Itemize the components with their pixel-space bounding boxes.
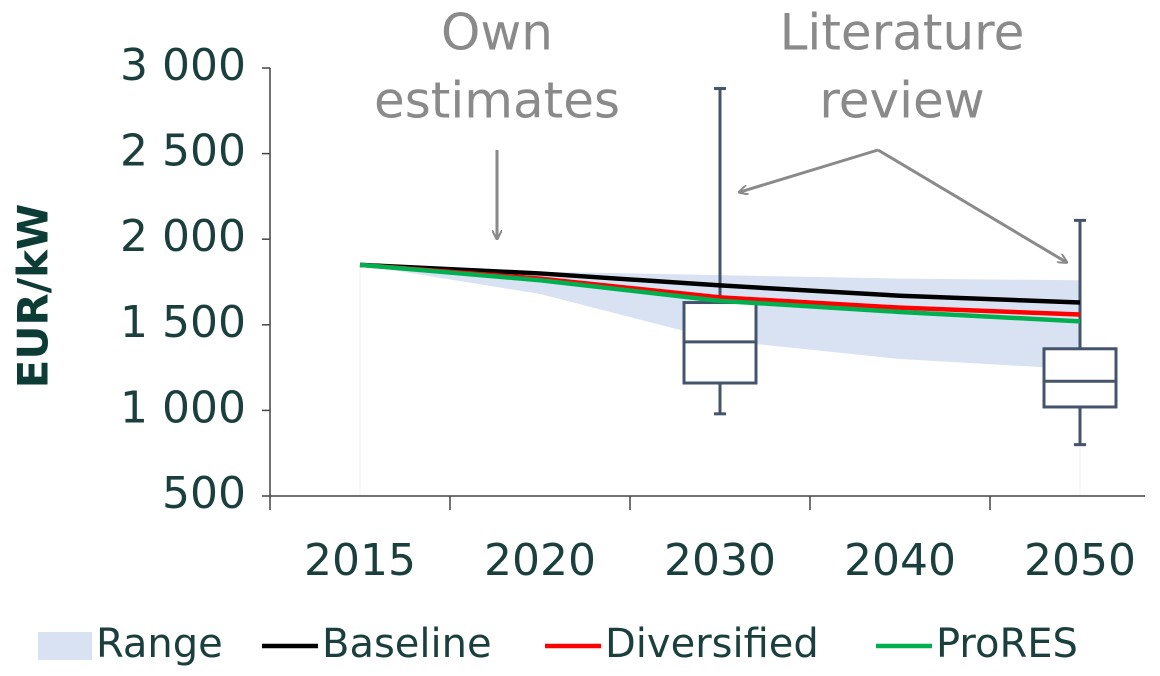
- annotation: estimates: [374, 72, 620, 130]
- x-tick-label: 2030: [664, 535, 776, 586]
- legend-label: Range: [96, 621, 223, 667]
- legend-label: Diversified: [605, 621, 819, 667]
- arrows: [497, 148, 1066, 262]
- y-axis-label: EUR/kW: [9, 204, 58, 389]
- series-line: [359, 262, 1081, 305]
- legend-label: Baseline: [322, 621, 492, 667]
- x-tick-label: 2020: [484, 535, 596, 586]
- annotation: Own: [441, 4, 553, 62]
- y-tick-label: 2 000: [120, 211, 246, 262]
- box: [1042, 347, 1118, 409]
- series-line: [359, 262, 1081, 324]
- y-tick-label: 500: [162, 468, 246, 519]
- annotation: review: [819, 72, 984, 130]
- legend-swatch: [38, 632, 92, 660]
- y-tick-label: 2 500: [120, 126, 246, 177]
- x-tick-label: 2050: [1024, 535, 1136, 586]
- annotation: Literature: [780, 4, 1025, 62]
- arrow: [877, 148, 1066, 262]
- x-tick-label: 2040: [844, 535, 956, 586]
- legend-label: ProRES: [936, 621, 1078, 667]
- y-tick-label: 1 000: [120, 382, 246, 433]
- x-tick-label: 2015: [304, 535, 416, 586]
- y-tick-label: 3 000: [120, 40, 246, 91]
- y-tick-label: 1 500: [120, 297, 246, 348]
- arrow: [740, 148, 879, 192]
